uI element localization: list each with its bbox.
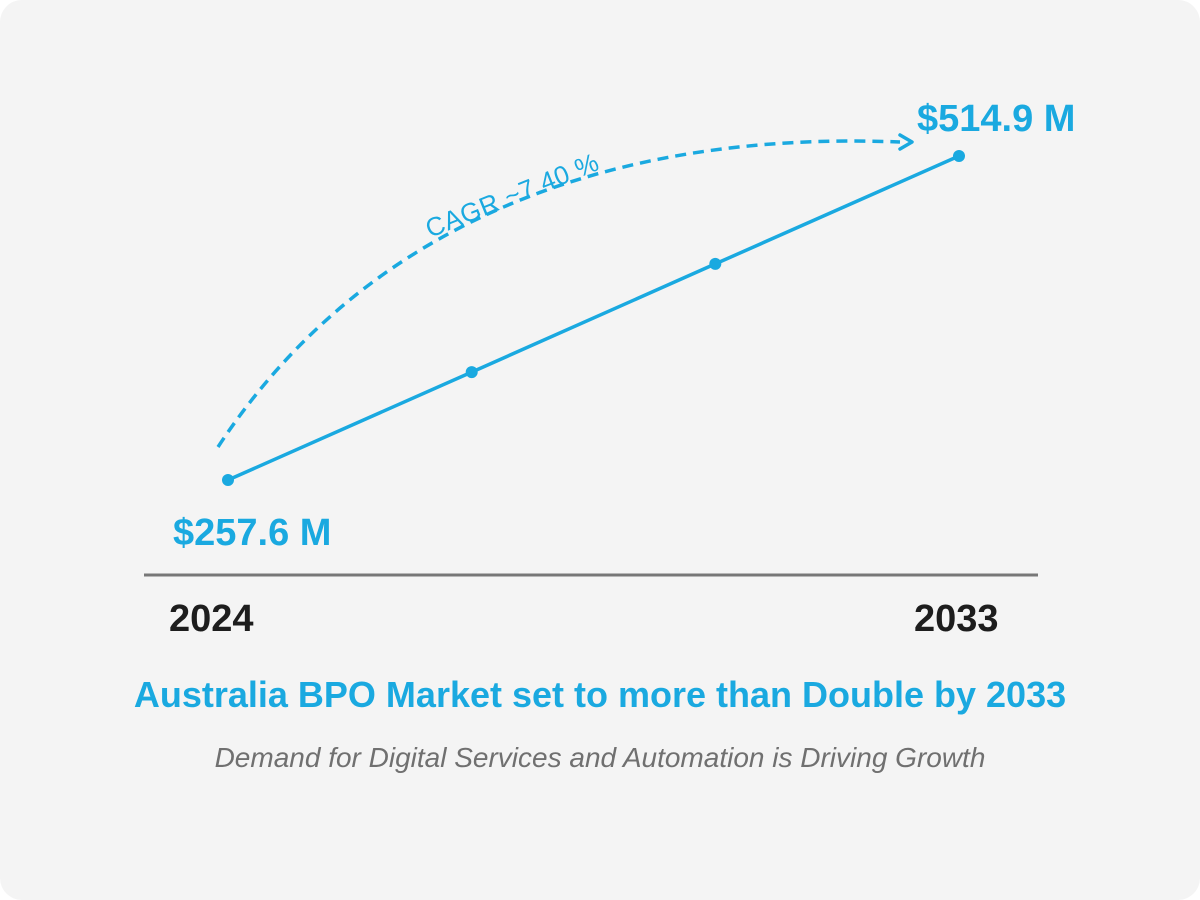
x-tick-label-2024: 2024	[169, 598, 254, 640]
chart-title: Australia BPO Market set to more than Do…	[133, 674, 1067, 715]
x-tick-label-2033: 2033	[914, 598, 999, 640]
chart-subtitle: Demand for Digital Services and Automati…	[214, 742, 986, 773]
cagr-arrowhead	[898, 133, 914, 151]
data-point-2033	[953, 150, 965, 162]
cagr-annotation: CAGR ~7.40 %	[421, 147, 603, 244]
data-point-2030	[709, 257, 722, 270]
series-layer	[222, 150, 965, 486]
series-line	[227, 154, 960, 482]
start-value-label: $257.6 M	[173, 512, 331, 554]
data-point-2027	[465, 366, 478, 379]
data-point-2024	[222, 474, 234, 486]
cagr-arrow-arc	[216, 139, 901, 448]
end-value-label: $514.9 M	[917, 98, 1075, 140]
